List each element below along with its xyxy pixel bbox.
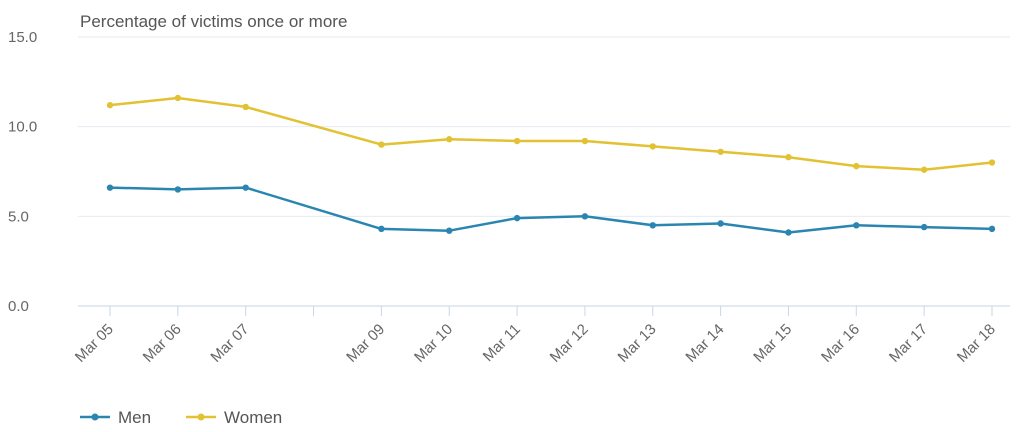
x-tick-label: Mar 10 <box>411 321 456 366</box>
series-women <box>106 94 996 173</box>
series-lines <box>106 94 996 236</box>
x-tick-label: Mar 18 <box>954 321 999 366</box>
x-tick-label: Mar 16 <box>818 321 863 366</box>
legend-item-men[interactable]: Men <box>80 408 151 427</box>
legend-swatch-marker <box>91 413 99 421</box>
x-tick-label: Mar 05 <box>72 321 117 366</box>
legend[interactable]: Men Women <box>80 408 282 427</box>
x-tick-label: Mar 06 <box>140 321 185 366</box>
data-point[interactable] <box>513 214 521 222</box>
data-point[interactable] <box>988 225 996 233</box>
data-point[interactable] <box>446 227 453 234</box>
x-tick-label: Mar 15 <box>750 321 795 366</box>
data-point[interactable] <box>106 184 114 191</box>
data-point[interactable] <box>378 225 385 233</box>
data-point[interactable] <box>581 137 589 145</box>
data-point[interactable] <box>785 153 792 161</box>
y-tick-label: 0.0 <box>8 298 29 315</box>
legend-item-women[interactable]: Women <box>186 408 282 427</box>
data-point[interactable] <box>785 229 792 236</box>
data-point[interactable] <box>513 137 521 145</box>
data-point[interactable] <box>853 162 860 170</box>
legend-label: Men <box>118 408 151 427</box>
x-tick-label: Mar 13 <box>615 321 660 366</box>
data-point[interactable] <box>174 94 182 102</box>
x-tick-label: Mar 17 <box>886 321 931 366</box>
data-point[interactable] <box>242 103 249 111</box>
data-point[interactable] <box>717 148 724 155</box>
series-line <box>108 96 994 171</box>
data-point[interactable] <box>242 184 249 191</box>
x-tick-label: Mar 12 <box>547 321 592 366</box>
legend-label: Women <box>224 408 282 427</box>
series-men <box>106 184 996 236</box>
data-point[interactable] <box>853 222 860 229</box>
data-point[interactable] <box>649 222 656 229</box>
data-point[interactable] <box>174 186 182 193</box>
y-tick-label: 5.0 <box>8 208 29 225</box>
x-tick-label: Mar 09 <box>343 321 388 366</box>
axes: 15.0 10.0 5.0 0.0 Mar 05 Mar 06 Mar 07 Mar 09 Ma… <box>8 29 1010 366</box>
y-tick-label: 10.0 <box>8 119 37 136</box>
data-point[interactable] <box>446 136 453 143</box>
data-point[interactable] <box>106 101 114 109</box>
y-axis-title: Percentage of victims once or more <box>80 12 347 31</box>
data-point[interactable] <box>717 220 724 227</box>
data-point[interactable] <box>920 166 928 173</box>
legend-swatch-marker <box>197 413 205 421</box>
data-point[interactable] <box>581 213 589 220</box>
data-point[interactable] <box>649 143 656 150</box>
y-tick-label: 15.0 <box>8 29 37 46</box>
x-tick-label: Mar 11 <box>480 321 524 365</box>
x-tick-label: Mar 14 <box>682 321 727 366</box>
data-point[interactable] <box>378 141 385 148</box>
x-tick-label: Mar 07 <box>207 321 252 366</box>
data-point[interactable] <box>988 159 996 166</box>
data-point[interactable] <box>920 223 928 231</box>
series-line <box>108 186 994 234</box>
